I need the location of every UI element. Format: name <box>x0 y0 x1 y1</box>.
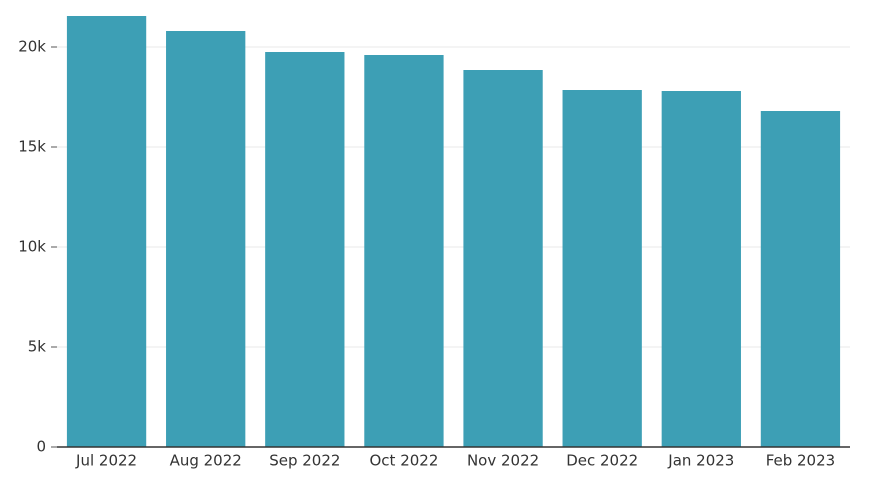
x-tick-label: Sep 2022 <box>269 452 340 470</box>
bar <box>265 52 345 447</box>
bar <box>463 70 543 447</box>
x-tick-label: Dec 2022 <box>566 452 638 470</box>
x-tick-label: Oct 2022 <box>369 452 438 470</box>
y-tick-label: 0 <box>36 438 46 456</box>
y-tick-label: 20k <box>18 38 46 56</box>
x-tick-label: Nov 2022 <box>467 452 539 470</box>
x-tick-label: Feb 2023 <box>766 452 836 470</box>
bar <box>661 91 741 447</box>
bar <box>166 31 246 447</box>
x-tick-label: Jul 2022 <box>75 452 137 470</box>
x-tick-label: Jan 2023 <box>667 452 734 470</box>
y-tick-label: 5k <box>28 338 47 356</box>
bar <box>760 111 841 447</box>
bar <box>562 90 642 447</box>
bar <box>66 16 147 447</box>
y-tick-label: 10k <box>18 238 46 256</box>
bar <box>364 55 444 447</box>
y-tick-label: 15k <box>18 138 46 156</box>
x-tick-label: Aug 2022 <box>170 452 242 470</box>
